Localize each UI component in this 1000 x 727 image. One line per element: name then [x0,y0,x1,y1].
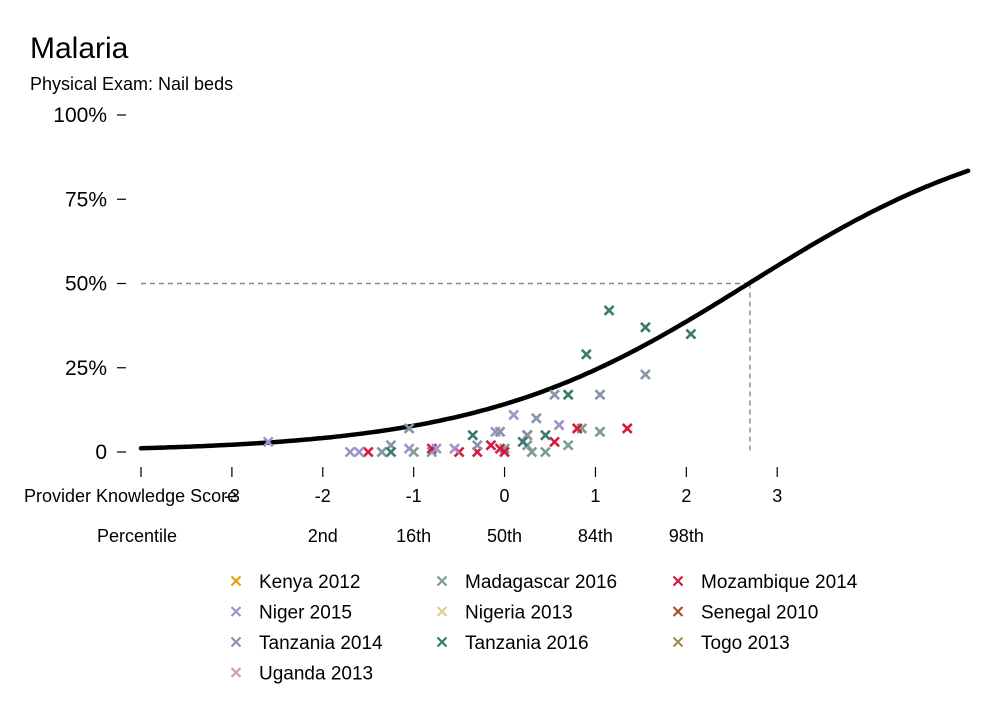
x-tick-label: 1 [590,486,600,506]
y-tick-label: 100% [53,104,107,127]
y-tick-label: 25% [65,357,107,380]
percentile-tick-label: 2nd [308,526,338,546]
chart-title: Malaria [30,32,129,65]
legend-label: Tanzania 2016 [465,633,589,654]
x-axis: Provider Knowledge Score Percentile -3 -2… [24,467,782,546]
legend-marker [436,636,448,648]
data-points [262,305,697,458]
data-point [403,443,415,455]
legend: Kenya 2012 Madagascar 2016 Mozambique 2014… [230,572,858,685]
data-point [562,389,574,401]
legend-item: Togo 2013 [672,633,790,654]
x-tick-label: -3 [224,486,240,506]
legend-label: Togo 2013 [701,633,790,654]
data-point [580,348,592,360]
data-point [344,446,356,458]
data-point [508,409,520,421]
data-point [517,436,529,448]
y-tick-label: 75% [65,188,107,211]
x-tick-label: 2 [681,486,691,506]
legend-label: Tanzania 2014 [259,633,383,654]
data-point [603,305,615,316]
legend-item: Nigeria 2013 [436,603,573,624]
data-point [262,436,274,448]
data-point [549,389,560,401]
legend-label: Kenya 2012 [259,572,360,593]
legend-marker [436,575,448,587]
x-tick-label: 0 [500,486,510,506]
legend-item: Mozambique 2014 [672,572,858,593]
data-point [540,429,551,441]
y-axis: 100% 75% 50% 25% 0 [53,104,126,464]
legend-marker [672,606,684,617]
data-point [385,446,397,458]
legend-label: Madagascar 2016 [465,572,617,593]
x-tick-label: -1 [406,486,422,506]
legend-marker [672,575,684,587]
percentile-tick-label: 50th [487,526,522,546]
legend-item: Uganda 2013 [230,664,373,685]
legend-marker [230,606,242,617]
legend-label: Mozambique 2014 [701,572,858,593]
data-point [521,429,533,441]
legend-marker [230,667,242,678]
data-point [640,369,651,380]
legend-item: Senegal 2010 [672,603,818,624]
data-point [362,446,374,458]
data-point [553,419,565,431]
x-tick-label: 3 [772,486,782,506]
data-point [562,439,574,451]
data-point [571,422,583,434]
percentile-label: Percentile [97,526,177,546]
y-tick-label: 0 [95,441,107,464]
logistic-curve [138,168,971,451]
data-point [530,412,542,424]
percentile-tick-label: 98th [669,526,704,546]
percentile-tick-label: 16th [396,526,431,546]
legend-label: Nigeria 2013 [465,603,573,624]
data-point [494,426,506,438]
legend-item: Tanzania 2014 [230,633,383,654]
data-point [640,321,651,333]
data-point [526,446,538,458]
data-point [403,422,415,434]
data-point [621,422,633,434]
data-point [467,429,479,441]
legend-item: Madagascar 2016 [436,572,617,593]
data-point [376,446,388,458]
legend-item: Niger 2015 [230,603,352,624]
legend-label: Senegal 2010 [701,603,818,624]
x-tick-label: -2 [315,486,331,506]
data-point [430,443,442,455]
data-point [353,446,365,458]
data-point [471,439,483,451]
legend-marker [230,636,242,648]
data-point [499,446,510,458]
data-point [594,389,606,401]
y-tick-label: 50% [65,273,107,296]
data-point [594,426,606,438]
data-point [549,436,560,448]
reference-lines [141,282,751,452]
x-axis-label: Provider Knowledge Score [24,486,237,506]
chart-subtitle: Physical Exam: Nail beds [30,74,233,94]
data-point [685,328,697,340]
data-point [540,446,551,458]
percentile-tick-label: 84th [578,526,613,546]
probability-curve [138,168,971,451]
data-point [449,443,460,455]
legend-marker [436,606,448,617]
legend-label: Uganda 2013 [259,664,373,685]
legend-item: Kenya 2012 [230,572,360,593]
legend-marker [672,636,684,648]
legend-marker [230,575,242,587]
legend-item: Tanzania 2016 [436,633,589,654]
data-point [485,439,497,451]
legend-label: Niger 2015 [259,603,352,624]
